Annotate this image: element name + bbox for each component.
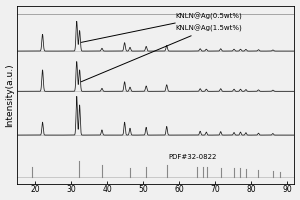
Text: PDF#32-0822: PDF#32-0822 bbox=[169, 154, 217, 160]
Y-axis label: Intensity(a.u.): Intensity(a.u.) bbox=[6, 63, 15, 127]
Text: KNLN@Ag(0.5wt%): KNLN@Ag(0.5wt%) bbox=[81, 12, 242, 42]
Text: KNLN@Ag(1.5wt%): KNLN@Ag(1.5wt%) bbox=[81, 25, 242, 82]
